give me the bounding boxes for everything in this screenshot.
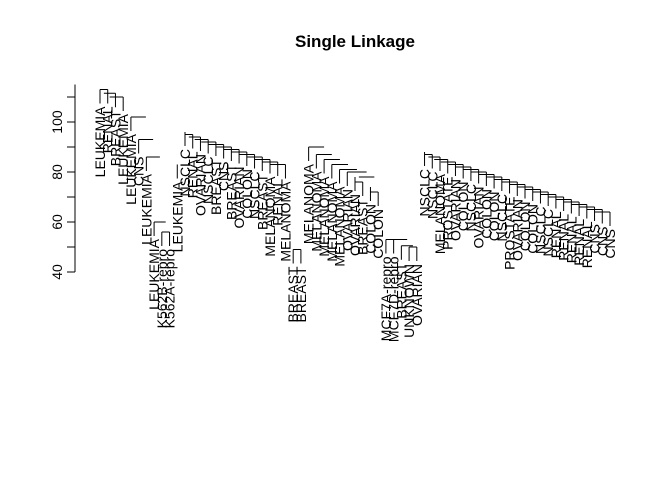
leaf-label: COLON <box>517 202 533 252</box>
leaf-label: NSCLC <box>494 194 510 241</box>
leaf-label: MELANOMA <box>316 176 332 257</box>
leaf-label: K562B-repro <box>154 249 170 329</box>
leaf-label: NSCLC <box>532 207 548 254</box>
leaf-label: OVARIAN <box>192 154 208 216</box>
leaf-label: LEUKEMIA <box>92 106 108 177</box>
leaf-label: NSCLC <box>200 157 216 204</box>
leaf-label: OVARIAN <box>409 264 425 326</box>
leaf-label: NSCLC <box>417 169 433 216</box>
leaf-label: OVARIAN <box>231 167 247 229</box>
leaf-label: BREAST <box>223 164 239 220</box>
leaf-label: LEUKEMIA <box>169 181 185 252</box>
leaf-label: COLON <box>370 209 386 259</box>
leaf-label: PROSTATE <box>440 177 456 250</box>
y-tick-label: 60 <box>49 214 65 230</box>
leaf-label: MELANOMA <box>308 171 324 252</box>
leaf-label: BREAST <box>393 262 409 318</box>
leaf-label: NSCLC <box>540 209 556 256</box>
leaf-label: CNS <box>602 229 618 259</box>
leaf-label: LEUKEMIA <box>146 238 162 309</box>
leaf-label: RENAL <box>270 179 286 226</box>
leaf-label: RENAL <box>185 151 201 198</box>
leaf-label: COLON <box>455 182 471 232</box>
leaf-label: MELANOMA <box>432 173 448 254</box>
leaf-label: COLON <box>239 169 255 219</box>
leaf-label: LEUKEMIA <box>138 173 154 244</box>
y-tick-label: 100 <box>49 110 65 134</box>
leaf-label: RENAL <box>548 211 564 258</box>
leaf-label: MCF7D-repro <box>386 256 402 342</box>
leaf-label: BREAST <box>293 266 309 322</box>
leaf-label: PROSTATE <box>502 197 518 270</box>
leaf-label: BREAST <box>355 199 371 255</box>
leaf-label: LEUKEMIA <box>115 113 131 184</box>
leaf-label: MELANOMA <box>262 176 278 257</box>
leaf-label: CNS <box>131 157 147 187</box>
leaf-labels: LEUKEMIARENALBREASTLEUKEMIALEUKEMIACNSLE… <box>92 106 618 342</box>
leaf-label: NSCLC <box>177 149 193 196</box>
leaf-label: BREAST <box>208 159 224 215</box>
leaf-label: RENAL <box>100 106 116 153</box>
leaf-label: NSCLC <box>463 184 479 231</box>
leaf-label: COLON <box>478 189 494 239</box>
dendrogram-branches <box>99 89 611 264</box>
leaf-label: COLON <box>362 204 378 254</box>
y-axis: 40 60 80 100 <box>49 84 76 280</box>
leaf-label: BREAST <box>285 266 301 322</box>
leaf-label: MELANOMA <box>324 181 340 262</box>
leaf-label: MELANOMA <box>277 181 293 262</box>
leaf-label: CNS <box>594 227 610 257</box>
leaf-label: UNKNOWN <box>401 264 417 338</box>
y-tick-label: 40 <box>49 264 65 280</box>
leaf-label: LEUKEMIA <box>123 133 139 204</box>
leaf-label: NSCLC <box>424 172 440 219</box>
leaf-label: K562A-repro <box>162 249 178 329</box>
leaf-label: NSCLC <box>247 172 263 219</box>
leaf-label: OVARIAN <box>471 187 487 249</box>
leaf-label: COLON <box>486 192 502 242</box>
leaf-label: BREAST <box>254 174 270 230</box>
leaf-label: RENAL <box>571 219 587 266</box>
leaf-label: CNS <box>216 161 232 191</box>
chart-title: Single Linkage <box>295 32 415 51</box>
y-tick-label: 80 <box>49 164 65 180</box>
leaf-label: OVARIAN <box>347 194 363 256</box>
leaf-label: MELANOMA <box>332 186 348 267</box>
leaf-label: OVARIAN <box>509 199 525 261</box>
leaf-label: OVARIAN <box>339 189 355 251</box>
leaf-label: RENAL <box>579 221 595 268</box>
leaf-label: MCF7A-repro <box>378 256 394 341</box>
leaf-label: COLON <box>525 204 541 254</box>
leaf-label: RENAL <box>556 214 572 261</box>
leaf-label: OVARIAN <box>447 179 463 241</box>
leaf-label: CNS <box>587 224 603 254</box>
leaf-label: MELANOMA <box>301 163 317 244</box>
leaf-label: BREAST <box>107 110 123 166</box>
leaf-label: RENAL <box>563 216 579 263</box>
